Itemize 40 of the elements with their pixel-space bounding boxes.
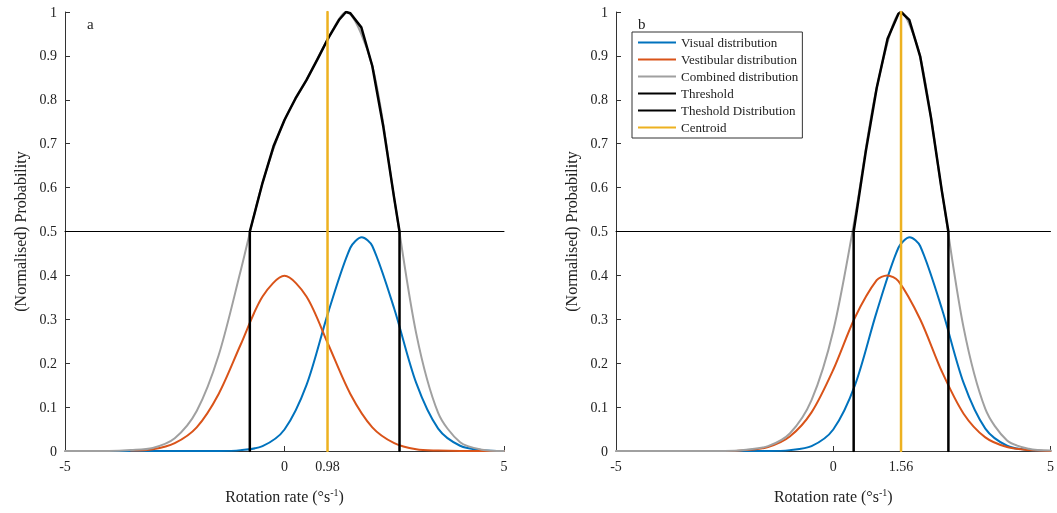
x-tick-label: 0 bbox=[829, 458, 837, 474]
x-tick-label: 0.98 bbox=[315, 458, 340, 474]
legend-label: Threshold bbox=[681, 86, 735, 101]
y-tick-label: 0.8 bbox=[39, 92, 57, 108]
y-tick-label: 0 bbox=[601, 443, 608, 459]
y-tick-label: 0.9 bbox=[590, 48, 608, 64]
annotation: b bbox=[638, 15, 646, 32]
legend-label: Vestibular distribution bbox=[681, 52, 798, 67]
y-tick-label: 0.8 bbox=[590, 92, 608, 108]
annotation: a bbox=[87, 15, 94, 32]
y-tick-label: 0.5 bbox=[590, 224, 608, 239]
y-tick-label: 0.2 bbox=[39, 355, 57, 371]
x-tick-label: -5 bbox=[610, 458, 622, 474]
y-tick-label: 1 bbox=[601, 4, 608, 20]
y-axis-title: (Normalised) Probability bbox=[12, 151, 31, 312]
x-tick-label: 0 bbox=[281, 458, 288, 474]
y-axis-title: (Normalised) Probability bbox=[563, 151, 582, 312]
y-tick-label: 0.9 bbox=[39, 48, 57, 64]
x-tick-label: 1.56 bbox=[888, 458, 914, 474]
y-tick-label: 0.6 bbox=[39, 180, 57, 196]
x-tick-label: -5 bbox=[59, 458, 71, 474]
y-tick-label: 0.7 bbox=[39, 136, 57, 152]
legend-label: Visual distribution bbox=[681, 35, 778, 50]
x-tick-label: 5 bbox=[500, 458, 508, 474]
y-tick-label: 0.1 bbox=[39, 399, 57, 415]
x-tick-label: 5 bbox=[1047, 458, 1054, 474]
y-tick-label: 0.3 bbox=[590, 311, 608, 327]
legend-label: Theshold Distribution bbox=[681, 103, 796, 118]
y-tick-label: 0.3 bbox=[39, 311, 57, 327]
y-tick-label: 0.4 bbox=[39, 267, 57, 283]
y-tick-label: 0 bbox=[50, 443, 57, 459]
y-tick-label: 0.5 bbox=[39, 224, 57, 239]
legend-label: Centroid bbox=[681, 120, 727, 135]
y-tick-label: 0.6 bbox=[590, 180, 608, 196]
legend-label: Combined distribution bbox=[681, 69, 799, 84]
y-tick-label: 1 bbox=[50, 4, 57, 20]
y-tick-label: 0.2 bbox=[590, 355, 608, 371]
y-tick-label: 0.1 bbox=[590, 399, 608, 415]
y-tick-label: 0.7 bbox=[590, 136, 608, 152]
y-tick-label: 0.4 bbox=[590, 267, 608, 283]
